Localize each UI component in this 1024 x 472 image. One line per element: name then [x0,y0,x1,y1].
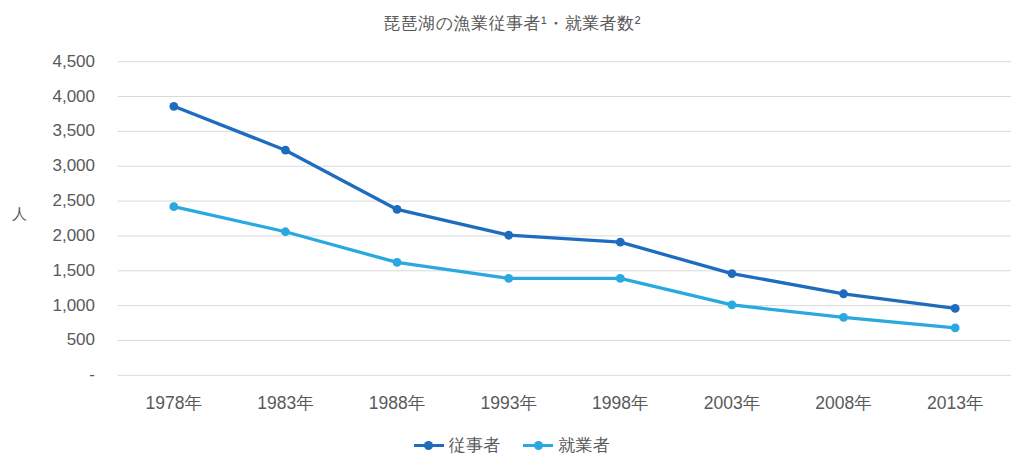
data-point-marker [951,304,960,313]
data-point-marker [281,146,290,155]
data-point-marker [281,227,290,236]
x-tick-label: 2008年 [784,391,904,415]
legend-item: 就業者 [523,434,611,457]
x-tick-label: 1993年 [449,391,569,415]
data-point-marker [504,274,513,283]
legend-line-marker-icon [523,441,553,450]
data-point-marker [728,301,737,310]
series-line-1 [174,207,955,328]
data-point-marker [393,205,402,214]
legend: 従事者 就業者 [0,434,1024,457]
data-point-marker [169,102,178,111]
data-point-marker [951,324,960,333]
legend-item: 従事者 [414,434,502,457]
x-tick-label: 1983年 [225,391,345,415]
data-point-marker [839,289,848,298]
x-tick-label: 2013年 [895,391,1015,415]
data-point-marker [616,274,625,283]
data-point-marker [616,238,625,247]
data-point-marker [839,313,848,322]
chart-container: 琵琶湖の漁業従事者¹・就業者数² 人 -5001,0001,5002,0002,… [0,0,1024,472]
data-point-marker [504,231,513,240]
data-point-marker [728,269,737,278]
x-tick-label: 1978年 [114,391,234,415]
x-tick-label: 2003年 [672,391,792,415]
x-tick-label: 1988年 [337,391,457,415]
legend-label: 就業者 [558,434,611,457]
x-tick-label: 1998年 [560,391,680,415]
legend-line-marker-icon [414,441,444,450]
legend-label: 従事者 [449,434,502,457]
data-point-marker [393,258,402,267]
data-point-marker [169,202,178,211]
